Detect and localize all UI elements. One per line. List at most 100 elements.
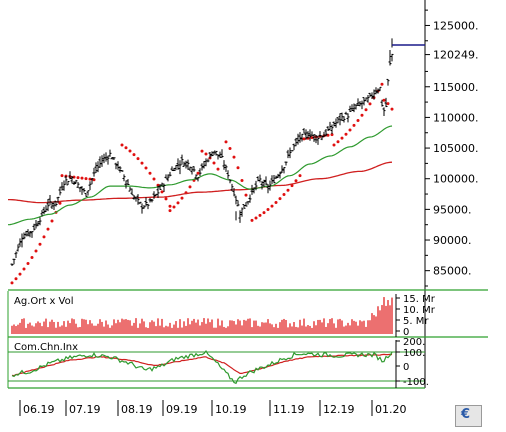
price-bar bbox=[234, 195, 238, 205]
price-bar bbox=[308, 129, 312, 141]
volume-bar bbox=[371, 313, 373, 334]
price-bar bbox=[100, 155, 104, 167]
volume-bar bbox=[373, 315, 375, 334]
price-bar bbox=[268, 180, 272, 191]
sar-dot bbox=[298, 174, 302, 178]
price-tick-label: 120249. bbox=[433, 49, 479, 62]
price-bar bbox=[142, 205, 146, 209]
price-bar bbox=[68, 171, 72, 180]
volume-bar bbox=[291, 326, 293, 334]
price-bar bbox=[116, 161, 120, 170]
price-bar bbox=[208, 151, 212, 159]
volume-bar bbox=[197, 319, 199, 334]
price-bar bbox=[218, 151, 222, 158]
sar-dot bbox=[228, 147, 232, 151]
sar-dot bbox=[200, 149, 204, 153]
price-bar bbox=[284, 161, 288, 166]
volume-bar bbox=[337, 319, 339, 334]
volume-bar bbox=[131, 325, 133, 334]
volume-bar bbox=[323, 318, 325, 334]
volume-bar bbox=[171, 327, 173, 334]
price-bar bbox=[122, 174, 126, 182]
volume-bar bbox=[73, 319, 75, 334]
volume-bar bbox=[215, 327, 217, 334]
time-tick-label: 08.19 bbox=[121, 403, 153, 416]
price-bar bbox=[352, 103, 356, 113]
sar-dot bbox=[212, 161, 216, 165]
sar-dot bbox=[266, 207, 270, 211]
volume-bar bbox=[89, 320, 91, 334]
volume-bar bbox=[91, 323, 93, 334]
volume-bar bbox=[77, 327, 79, 334]
volume-bar bbox=[345, 325, 347, 334]
volume-bar bbox=[125, 319, 127, 334]
volume-bar bbox=[27, 323, 29, 334]
volume-bar bbox=[181, 327, 183, 334]
price-bar bbox=[302, 128, 306, 134]
price-bar bbox=[242, 204, 246, 209]
sar-dot bbox=[172, 205, 176, 209]
volume-bar bbox=[349, 325, 351, 334]
price-bar bbox=[232, 187, 236, 197]
price-bar bbox=[138, 201, 142, 205]
volume-bar bbox=[83, 319, 85, 334]
volume-bar bbox=[151, 320, 153, 334]
price-bar bbox=[96, 161, 100, 173]
volume-bar bbox=[39, 322, 41, 334]
volume-bar bbox=[277, 327, 279, 334]
volume-bar bbox=[241, 325, 243, 334]
volume-bar bbox=[119, 322, 121, 334]
moving-average-short-line bbox=[7, 125, 393, 226]
volume-bar bbox=[369, 320, 371, 334]
volume-bar bbox=[253, 320, 255, 334]
volume-bar bbox=[297, 327, 299, 334]
sar-dot bbox=[160, 190, 164, 194]
price-bar bbox=[158, 184, 162, 190]
volume-bar bbox=[281, 319, 283, 334]
sar-dot bbox=[26, 261, 30, 265]
price-bar bbox=[276, 173, 280, 178]
volume-bar bbox=[153, 321, 155, 334]
price-bar bbox=[48, 195, 52, 206]
price-bar bbox=[360, 100, 364, 110]
price-bar bbox=[298, 132, 302, 143]
volume-bar bbox=[333, 323, 335, 334]
price-bar bbox=[126, 179, 130, 186]
volume-bar bbox=[179, 319, 181, 334]
volume-bar bbox=[379, 310, 381, 334]
price-bar bbox=[20, 233, 24, 248]
sar-dot bbox=[132, 153, 136, 157]
volume-bar bbox=[95, 325, 97, 334]
volume-bar bbox=[279, 322, 281, 334]
sar-dot bbox=[232, 155, 236, 159]
volume-panel: Ag.Ort x Vol bbox=[11, 296, 393, 334]
price-bar bbox=[384, 97, 388, 108]
volume-bar bbox=[383, 297, 385, 334]
price-bar bbox=[196, 177, 200, 182]
volume-bar bbox=[159, 325, 161, 334]
price-bar bbox=[98, 156, 102, 169]
price-bar bbox=[356, 98, 360, 107]
price-bar bbox=[224, 164, 228, 172]
volume-bar bbox=[247, 318, 249, 334]
chart-options-button[interactable]: € bbox=[455, 405, 482, 427]
volume-bar bbox=[199, 325, 201, 334]
price-bar bbox=[168, 171, 172, 177]
price-bar bbox=[306, 131, 310, 139]
price-bar bbox=[340, 112, 344, 121]
price-bar bbox=[112, 157, 116, 160]
cci-tick-label: 100. bbox=[403, 348, 425, 359]
price-tick-label: 125000. bbox=[433, 19, 479, 32]
price-bar bbox=[46, 199, 50, 212]
sar-dot bbox=[58, 201, 62, 205]
volume-bar bbox=[147, 327, 149, 334]
cci-panel: Com.Chn.Inx bbox=[8, 342, 425, 385]
price-bar bbox=[362, 97, 366, 106]
volume-bar bbox=[293, 322, 295, 334]
price-bar bbox=[118, 166, 122, 173]
sar-dot bbox=[60, 174, 64, 178]
volume-bar bbox=[183, 321, 185, 334]
price-bar bbox=[42, 206, 46, 215]
sar-dot bbox=[196, 171, 200, 175]
cci-tick-label: 0 bbox=[403, 362, 409, 373]
